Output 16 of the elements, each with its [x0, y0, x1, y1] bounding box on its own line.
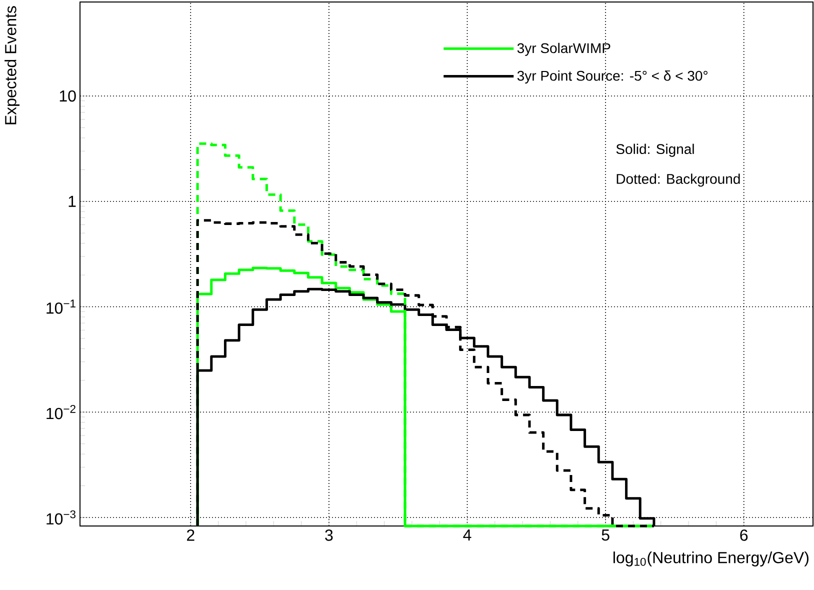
x-tick-label: 4: [463, 530, 472, 541]
y-tick-label: 1: [68, 196, 76, 207]
y-tick-label: 10$^{−3}$: [46, 510, 76, 525]
annotation: Dotted: Background: [616, 174, 740, 187]
y-tick-label: 10$^{−1}$: [46, 300, 76, 314]
x-tick-label: 5: [602, 530, 610, 541]
annotation: Solid: Signal: [616, 144, 694, 157]
legend-label: 3yr SolarWIMP: [517, 42, 610, 56]
x-tick-label: 3: [325, 530, 333, 541]
y-tick-label: 10$^{−2}$: [46, 404, 76, 420]
x-tick-label: 6: [740, 530, 748, 541]
y-tick-label: 10: [60, 90, 76, 102]
legend-label: 3yr Point Source: -5° < δ < 30°: [517, 70, 708, 84]
y-axis-title: Expected Events: [4, 6, 20, 124]
x-tick-label: 2: [187, 530, 194, 541]
x-axis-title: log$_{10}$(Neutrino Energy/GeV): [614, 552, 808, 566]
